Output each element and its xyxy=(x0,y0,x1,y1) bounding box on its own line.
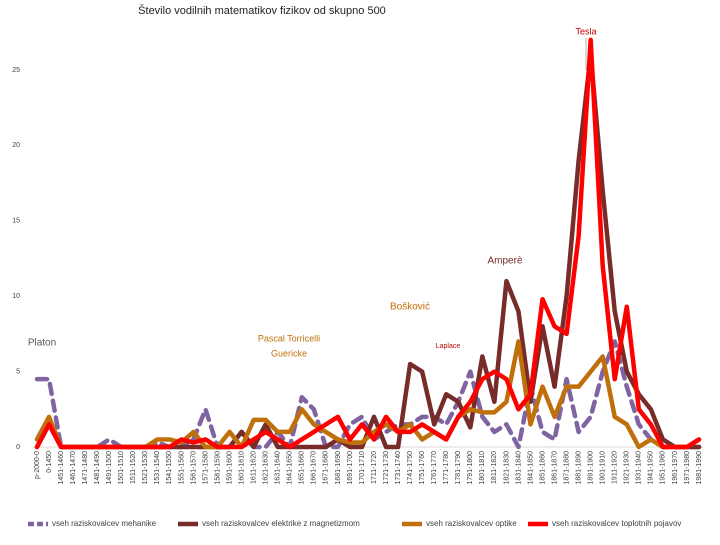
x-tick-label: 1931-1940 xyxy=(636,451,643,485)
x-tick-label: 1491-1500 xyxy=(106,451,113,485)
y-tick-label: 0 xyxy=(16,444,20,451)
x-tick-label: 1521-1530 xyxy=(142,451,149,485)
chart-title: Število vodilnih matematikov fizikov od … xyxy=(138,4,386,17)
x-tick-label: 1481-1490 xyxy=(94,451,101,485)
y-tick-label: 20 xyxy=(12,142,20,149)
x-tick-label: 1781-1790 xyxy=(455,451,462,485)
x-tick-label: 1831-1840 xyxy=(515,451,522,485)
x-tick-label: 1471-1480 xyxy=(82,451,89,485)
x-tick-label: 1841-1850 xyxy=(527,451,534,485)
legend-label: vseh raziskovalcev optike xyxy=(426,519,517,528)
x-tick-label: 1821-1830 xyxy=(503,451,510,485)
x-tick-label: 1651-1660 xyxy=(299,451,306,485)
x-tick-label: 1601-1610 xyxy=(238,451,245,485)
x-tick-label: 1731-1740 xyxy=(395,451,402,485)
x-tick-label: p-2000-0 xyxy=(34,451,41,479)
annotation: Bošković xyxy=(390,302,430,313)
x-tick-label: 0-1450 xyxy=(46,451,53,473)
x-tick-label: 1671-1680 xyxy=(323,451,330,485)
x-tick-label: 1791-1800 xyxy=(467,451,474,485)
annotation: Guericke xyxy=(271,348,307,358)
x-tick-label: 1851-1860 xyxy=(539,451,546,485)
series-line xyxy=(34,37,702,450)
x-tick-label: 1771-1780 xyxy=(443,451,450,485)
legend-label: vseh raziskovalcev elektrike z magnetizm… xyxy=(202,519,360,528)
annotation: Tesla xyxy=(575,26,596,36)
x-tick-label: 1881-1890 xyxy=(575,451,582,485)
y-tick-label: 10 xyxy=(12,293,20,300)
x-tick-label: 1891-1900 xyxy=(588,451,595,485)
x-tick-label: 1691-1700 xyxy=(347,451,354,485)
x-tick-label: 1751-1760 xyxy=(419,451,426,485)
x-tick-label: 1591-1600 xyxy=(226,451,233,485)
x-tick-label: 1541-1550 xyxy=(166,451,173,485)
x-tick-label: 1921-1930 xyxy=(624,451,631,485)
x-tick-label: 1621-1630 xyxy=(263,451,270,485)
x-tick-label: 1951-1960 xyxy=(660,451,667,485)
annotation: Laplace xyxy=(436,343,461,350)
x-tick-label: 1981-1990 xyxy=(696,451,703,485)
x-tick-label: 1711-1720 xyxy=(371,451,378,484)
x-tick-label: 1461-1470 xyxy=(70,451,77,485)
x-tick-label: 1901-1910 xyxy=(600,451,607,485)
x-tick-label: 1871-1880 xyxy=(563,451,570,485)
x-tick-label: 1861-1870 xyxy=(551,451,558,485)
annotation: Platon xyxy=(28,338,56,349)
x-tick-label: 1681-1690 xyxy=(335,451,342,485)
x-tick-label: 1511-1520 xyxy=(130,451,137,484)
x-tick-label: 1501-1510 xyxy=(118,451,125,485)
x-tick-label: 1551-1560 xyxy=(178,451,185,485)
x-tick-label: 1971-1980 xyxy=(684,451,691,485)
x-tick-label: 1641-1650 xyxy=(287,451,294,485)
y-tick-label: 15 xyxy=(12,218,20,225)
x-tick-label: 1611-1620 xyxy=(250,451,257,484)
x-tick-label: 1581-1590 xyxy=(214,451,221,485)
annotation: Pascal Torricelli xyxy=(258,333,320,343)
x-tick-label: 1721-1730 xyxy=(383,451,390,485)
y-tick-label: 25 xyxy=(12,67,20,74)
x-tick-label: 1561-1570 xyxy=(190,451,197,485)
legend-label: vseh raziskovalcev toplotnih pojavov xyxy=(552,519,681,528)
x-tick-label: 1761-1770 xyxy=(431,451,438,485)
x-tick-label: 1531-1540 xyxy=(154,451,161,485)
y-tick-label: 5 xyxy=(16,368,20,375)
x-tick-label: 1571-1580 xyxy=(202,451,209,485)
x-tick-label: 1911-1920 xyxy=(612,451,619,484)
x-tick-label: 1451-1460 xyxy=(58,451,65,485)
x-tick-label: 1631-1640 xyxy=(275,451,282,485)
x-tick-label: 1801-1810 xyxy=(479,451,486,485)
x-tick-label: 1811-1820 xyxy=(491,451,498,484)
legend-label: vseh raziskovalcev mehanike xyxy=(52,519,157,528)
x-tick-label: 1661-1670 xyxy=(311,451,318,485)
annotation: Amperè xyxy=(487,256,522,267)
x-tick-label: 1961-1970 xyxy=(672,451,679,485)
x-tick-label: 1701-1710 xyxy=(359,451,366,485)
x-tick-label: 1941-1950 xyxy=(648,451,655,485)
x-tick-label: 1741-1750 xyxy=(407,451,414,485)
